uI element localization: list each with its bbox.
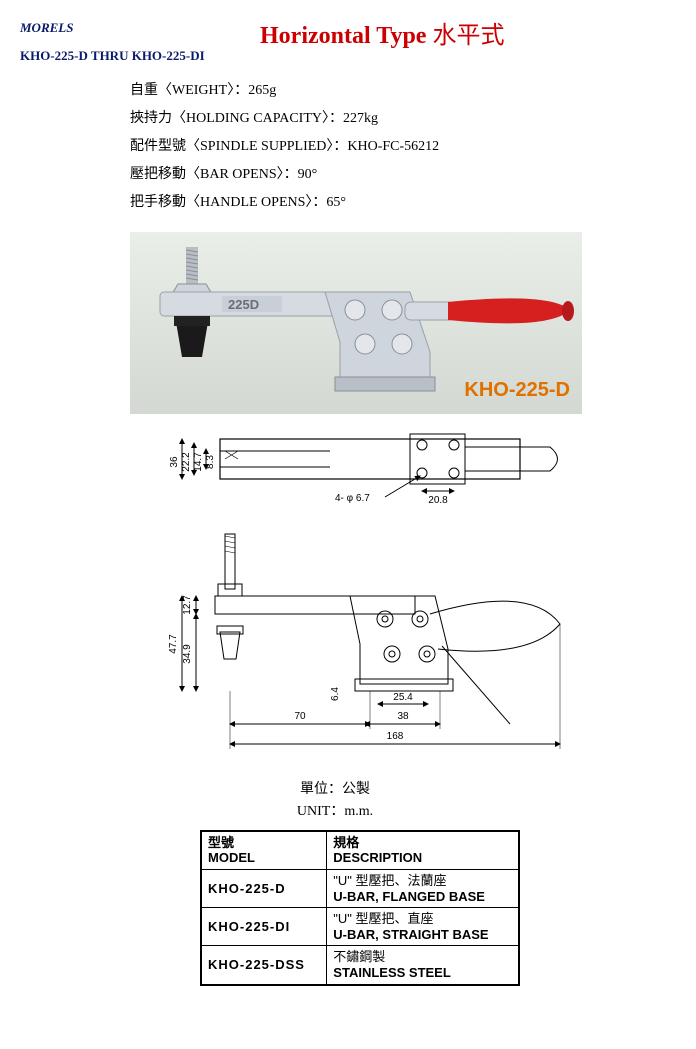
svg-text:34.9: 34.9 (182, 644, 193, 664)
spec-handle-opens: 把手移動〈HANDLE OPENS〉：65° (130, 189, 676, 217)
svg-text:8.3: 8.3 (205, 455, 216, 469)
stamped-model-text: 225D (228, 297, 259, 312)
model-code: KHO-225-D (201, 869, 327, 907)
model-desc: 不鏽鋼製 STAINLESS STEEL (327, 946, 519, 985)
spec-bar-opens: 壓把移動〈BAR OPENS〉：90° (130, 161, 676, 189)
svg-text:12.7: 12.7 (182, 595, 193, 615)
spec-spindle: 配件型號〈SPINDLE SUPPLIED〉：KHO-FC-56212 (130, 133, 676, 161)
page-title: Horizontal Type 水平式 (260, 15, 504, 50)
svg-text:36: 36 (169, 456, 180, 468)
unit-note: 單位：公製 UNIT：m.m. (160, 779, 510, 824)
technical-drawing: 36 22.2 14.7 8.3 4- φ 6.7 20.8 (160, 424, 570, 774)
table-row: KHO-225-D "U" 型壓把、法蘭座 U-BAR, FLANGED BAS… (201, 869, 519, 907)
table-header-row: 型號 MODEL 規格 DESCRIPTION (201, 831, 519, 870)
model-code: KHO-225-DSS (201, 946, 327, 985)
model-desc: "U" 型壓把、直座 U-BAR, STRAIGHT BASE (327, 908, 519, 946)
product-photo: 225D KHO-225-D (130, 232, 582, 414)
spec-holding: 挾持力〈HOLDING CAPACITY〉：227kg (130, 105, 676, 133)
svg-text:47.7: 47.7 (168, 634, 179, 654)
photo-model-label: KHO-225-D (464, 379, 570, 402)
svg-text:20.8: 20.8 (428, 495, 448, 506)
svg-text:4- φ 6.7: 4- φ 6.7 (335, 493, 370, 504)
model-code: KHO-225-DI (201, 908, 327, 946)
title-en: Horizontal Type (260, 23, 426, 49)
brand-name: MORELS (20, 20, 73, 36)
svg-text:6.4: 6.4 (330, 687, 341, 701)
model-range: KHO-225-D THRU KHO-225-DI (20, 48, 205, 64)
header-description: 規格 DESCRIPTION (327, 831, 519, 870)
svg-text:22.2: 22.2 (181, 452, 192, 472)
title-zh: 水平式 (432, 23, 504, 49)
svg-text:168: 168 (387, 731, 404, 742)
svg-text:70: 70 (294, 711, 306, 722)
svg-text:25.4: 25.4 (393, 692, 413, 703)
drawing-svg: 36 22.2 14.7 8.3 4- φ 6.7 20.8 (160, 424, 570, 774)
svg-text:38: 38 (397, 711, 409, 722)
model-desc: "U" 型壓把、法蘭座 U-BAR, FLANGED BASE (327, 869, 519, 907)
models-table: 型號 MODEL 規格 DESCRIPTION KHO-225-D "U" 型壓… (200, 830, 520, 986)
spec-list: 自重〈WEIGHT〉：265g 挾持力〈HOLDING CAPACITY〉：22… (130, 77, 676, 217)
header-model: 型號 MODEL (201, 831, 327, 870)
spec-weight: 自重〈WEIGHT〉：265g (130, 77, 676, 105)
svg-text:14.7: 14.7 (193, 452, 204, 472)
table-row: KHO-225-DI "U" 型壓把、直座 U-BAR, STRAIGHT BA… (201, 908, 519, 946)
header: MORELS KHO-225-D THRU KHO-225-DI Horizon… (20, 10, 676, 65)
table-row: KHO-225-DSS 不鏽鋼製 STAINLESS STEEL (201, 946, 519, 985)
